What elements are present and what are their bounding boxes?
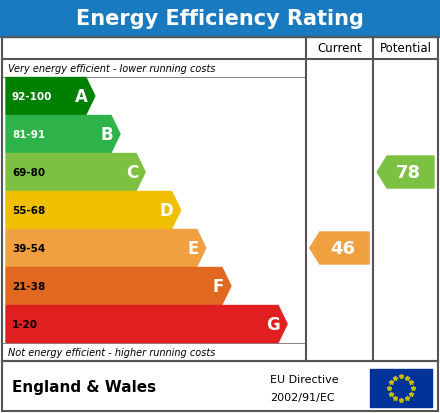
Text: G: G [266, 315, 280, 333]
Bar [370, 369, 432, 407]
Text: E: E [187, 240, 199, 257]
Text: 81-91: 81-91 [12, 130, 45, 140]
Polygon shape [377, 157, 434, 189]
Text: Very energy efficient - lower running costs: Very energy efficient - lower running co… [8, 64, 216, 74]
Text: 69-80: 69-80 [12, 168, 45, 178]
Text: 21-38: 21-38 [12, 281, 45, 291]
Text: 78: 78 [396, 164, 421, 182]
Text: England & Wales: England & Wales [12, 380, 156, 394]
Polygon shape [310, 233, 369, 264]
Bar [0, 0, 440, 38]
Text: 39-54: 39-54 [12, 243, 45, 254]
Text: 92-100: 92-100 [12, 92, 52, 102]
Text: D: D [160, 202, 174, 219]
Polygon shape [6, 230, 206, 267]
Text: Potential: Potential [380, 43, 432, 55]
Text: B: B [100, 126, 113, 144]
Text: 1-20: 1-20 [12, 319, 38, 329]
Text: EU Directive: EU Directive [270, 374, 339, 384]
Bar [2, 361, 438, 411]
Text: 2002/91/EC: 2002/91/EC [270, 392, 335, 402]
Polygon shape [6, 306, 287, 343]
Text: F: F [213, 277, 224, 295]
Bar [2, 38, 438, 361]
Polygon shape [6, 268, 231, 305]
Text: Energy Efficiency Rating: Energy Efficiency Rating [76, 9, 364, 29]
Text: Current: Current [317, 43, 362, 55]
Text: C: C [126, 164, 138, 182]
Polygon shape [6, 78, 95, 115]
Text: A: A [75, 88, 88, 106]
Polygon shape [6, 154, 145, 191]
Text: 55-68: 55-68 [12, 206, 45, 216]
Polygon shape [6, 192, 181, 229]
Text: Not energy efficient - higher running costs: Not energy efficient - higher running co… [8, 347, 215, 357]
Polygon shape [6, 116, 120, 153]
Text: 46: 46 [330, 240, 355, 257]
